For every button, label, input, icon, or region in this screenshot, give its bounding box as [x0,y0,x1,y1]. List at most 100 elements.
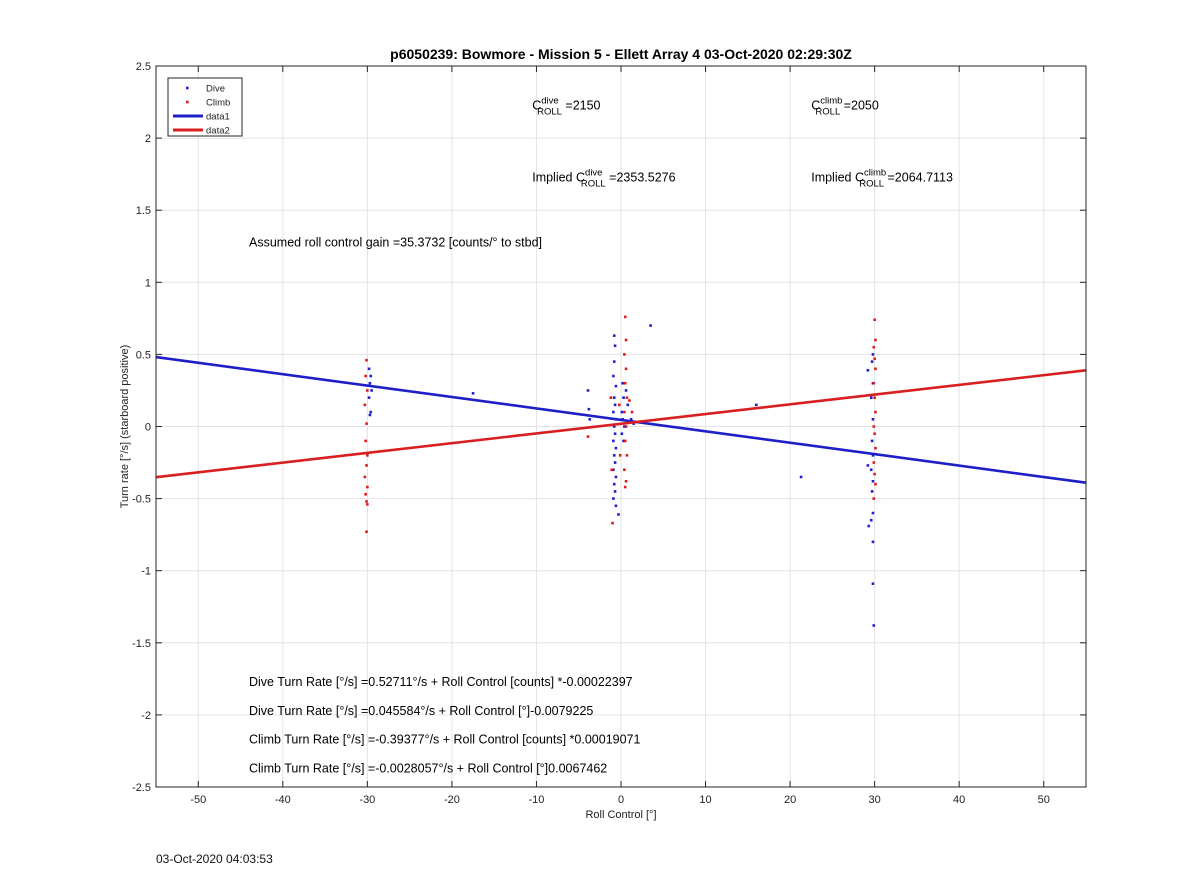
dive-point [870,439,874,443]
dive-point [871,479,875,483]
chart-title: p6050239: Bowmore - Mission 5 - Ellett A… [390,46,852,62]
legend-marker-dive [186,86,189,90]
dive-point [871,353,875,356]
dive-point [872,624,876,627]
climb-point [628,399,631,402]
climb-point [363,475,367,479]
dive-point [867,524,871,528]
dive-point [871,582,875,585]
x-tick-label: 10 [699,794,711,806]
legend-label-climb: Climb [206,98,230,109]
climb-point [365,530,368,534]
climb-point [873,472,876,476]
annotation-text: Climb Turn Rate [°/s] =-0.39377°/s + Rol… [249,733,641,747]
dive-point [869,396,873,399]
climb-point [624,425,628,428]
climb-point [365,500,368,503]
dive-point [613,461,617,464]
climb-point [874,338,877,342]
climb-point [365,358,368,362]
y-tick-label: 2 [145,133,151,145]
dive-point [612,410,615,414]
dive-point [612,425,616,428]
dive-point [649,324,652,327]
dive-point [613,432,617,436]
legend-box [167,77,243,137]
dive-point [612,396,616,399]
dive-point [613,490,617,493]
dive-point [614,504,618,508]
dive-point [754,403,758,407]
climb-point [624,479,628,483]
dive-point [870,490,874,493]
climb-point [364,374,367,378]
dive-point [613,344,617,348]
climb-point [873,318,876,322]
dive-point [612,334,616,337]
dive-point [620,410,624,414]
x-tick-label: 30 [869,794,881,806]
dive-point [623,425,626,428]
y-tick-label: 2.5 [136,61,151,73]
x-axis-label: Roll Control [°] [585,809,656,821]
dive-point [612,454,616,457]
climb-point [874,446,877,450]
climb-point [625,454,629,457]
dive-point [369,410,373,414]
dive-point [471,392,475,395]
annotation-text: Dive Turn Rate [°/s] =0.045584°/s + Roll… [249,704,593,718]
dive-point [626,403,630,407]
climb-point [623,353,626,356]
dive-point [624,389,628,392]
y-tick-label: 1.5 [136,205,151,217]
x-tick-label: -30 [359,794,375,806]
climb-point [874,482,877,486]
climb-point [623,315,627,319]
dive-point [799,475,803,479]
x-tick-label: 0 [618,794,624,806]
dive-point [588,417,592,421]
dive-point [870,360,874,363]
annotation-symbol: Implied Cclimb ROLL =2064.7113 [811,167,953,189]
climb-point [363,403,367,407]
dive-point [586,389,590,392]
dive-point [612,468,615,472]
legend-marker-climb [186,100,189,104]
data1-line [155,355,1087,484]
climb-point [364,492,367,496]
y-tick-label: -0.5 [132,494,151,506]
dive-point [866,368,870,372]
dive-point [612,439,615,443]
dive-point [614,384,618,388]
dive-point [614,475,618,479]
y-tick-label: 1 [145,277,151,289]
climb-point [872,425,876,428]
annotation-symbol: Cdive ROLL =2150 [532,95,600,117]
climb-point [611,521,614,525]
legend-label-dive: Dive [206,84,225,95]
dive-point [367,367,371,371]
dive-point [612,497,615,500]
climb-point [623,485,627,489]
dive-point [612,482,616,486]
dive-point [622,439,625,443]
y-tick-label: -2 [141,710,151,722]
climb-point [623,468,626,472]
footer-timestamp: 03-Oct-2020 04:03:53 [156,852,273,866]
climb-point [364,439,367,443]
climb-point [623,410,626,414]
climb-point [623,381,627,385]
dive-point [871,417,875,421]
climb-point [366,485,369,489]
climb-point [874,367,877,371]
climb-point [872,345,876,349]
climb-point [873,396,876,399]
climb-point [618,403,621,407]
legend-label-data2: data2 [206,126,230,137]
climb-point [366,503,369,506]
climb-point [874,410,877,414]
climb-point [366,454,369,457]
dive-point [629,417,633,421]
dive-point [866,464,870,467]
